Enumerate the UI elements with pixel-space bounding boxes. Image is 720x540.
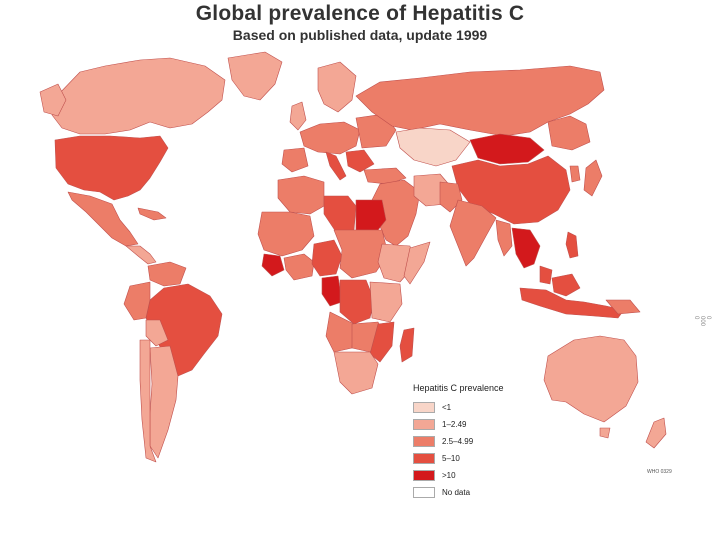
region-west-europe	[299, 121, 361, 155]
region-mozambique	[369, 321, 395, 363]
legend-swatch	[413, 436, 435, 447]
region-iberia	[281, 147, 309, 173]
legend-item-lt1: <1	[413, 399, 563, 416]
legend-label: 1–2.49	[442, 420, 467, 429]
region-venezuela	[147, 261, 187, 287]
region-nigeria	[311, 239, 343, 277]
region-myanmar	[495, 219, 513, 257]
region-somalia	[403, 241, 431, 285]
legend-label: >10	[442, 471, 456, 480]
legend-item-1-2-49: 1–2.49	[413, 416, 563, 433]
region-cameroon	[321, 275, 343, 307]
region-indochina	[511, 227, 541, 269]
legend-swatch	[413, 470, 435, 481]
region-balkans	[345, 149, 375, 173]
region-kazakhstan	[395, 127, 471, 167]
legend-swatch	[413, 419, 435, 430]
region-india	[449, 199, 497, 267]
region-morocco-algeria	[277, 175, 325, 215]
region-chad-sudan	[333, 229, 389, 279]
region-cuba	[137, 207, 167, 221]
region-malaysia	[539, 265, 553, 285]
region-korea	[569, 165, 581, 183]
region-italy	[325, 151, 347, 181]
legend-label: <1	[442, 403, 452, 412]
region-madagascar	[399, 327, 415, 363]
region-libya	[323, 195, 357, 233]
region-australia	[543, 335, 639, 423]
side-mark-right: 0 000 0	[693, 316, 711, 327]
legend-item-2-5-4-99: 2.5–4.99	[413, 433, 563, 450]
legend-swatch	[413, 453, 435, 464]
region-new-zealand	[645, 417, 667, 449]
region-east-africa	[369, 281, 403, 323]
region-angola	[325, 311, 355, 353]
legend-label: 5–10	[442, 454, 460, 463]
region-chile	[139, 339, 157, 463]
region-canada	[51, 57, 226, 135]
region-bolivia	[145, 319, 169, 347]
region-uk	[289, 101, 307, 131]
legend-item-gt10: >10	[413, 467, 563, 484]
legend-title: Hepatitis C prevalence	[413, 383, 504, 393]
region-japan	[583, 159, 603, 197]
region-guinea	[261, 253, 285, 277]
map-title: Global prevalence of Hepatitis C	[195, 2, 525, 25]
map-code: WHO 0329	[647, 469, 672, 475]
region-peru	[123, 281, 151, 321]
legend-label: 2.5–4.99	[442, 437, 474, 446]
region-philippines	[565, 231, 579, 259]
region-papua	[605, 299, 641, 315]
region-mexico	[67, 191, 139, 247]
region-tasmania	[599, 427, 611, 439]
region-west-coast	[283, 253, 315, 281]
region-borneo	[551, 273, 581, 297]
region-scandinavia	[317, 61, 357, 113]
region-usa	[54, 135, 169, 201]
region-argentina	[149, 345, 179, 459]
region-central-america	[125, 245, 157, 265]
region-east-russia	[547, 115, 591, 151]
legend-swatch	[413, 402, 435, 413]
region-egypt	[355, 199, 387, 231]
legend-item-5-10: 5–10	[413, 450, 563, 467]
map-legend: Hepatitis C prevalence <1 1–2.49 2.5–4.9…	[413, 383, 563, 501]
region-greenland	[227, 51, 283, 101]
legend-swatch	[413, 487, 435, 498]
legend-item-no-data: No data	[413, 484, 563, 501]
legend-label: No data	[442, 488, 471, 497]
region-west-africa	[257, 211, 315, 257]
region-southern-africa	[333, 351, 379, 395]
region-mongolia	[469, 133, 545, 165]
region-alaska	[39, 83, 67, 117]
map-subtitle: Based on published data, update 1999	[232, 27, 488, 43]
region-congo	[339, 279, 375, 325]
